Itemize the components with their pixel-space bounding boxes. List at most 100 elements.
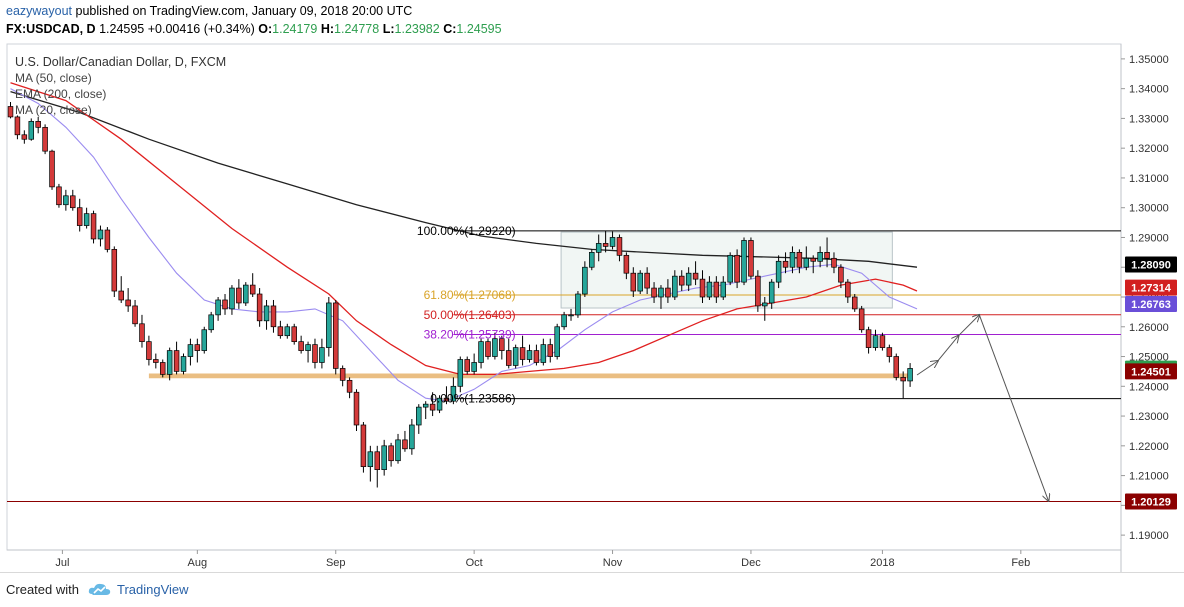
low-label: L: [382, 22, 395, 36]
plot-area [6, 43, 1122, 551]
candle-body [858, 308, 865, 331]
open-label: O: [258, 22, 273, 36]
price-change: +0.00416 (+0.34%) [147, 22, 255, 36]
fib-level-label: 0.00%(1.23586) [430, 392, 515, 406]
time-tick-label: Sep [326, 557, 346, 569]
close-value: 1.24595 [456, 22, 502, 36]
candle-body [644, 272, 650, 289]
candle-body [893, 356, 900, 378]
price-axis-badge [1125, 363, 1177, 380]
fib-level-label: 100.00%(1.29220) [417, 224, 516, 238]
candle-body [291, 326, 297, 342]
open-value: 1.24179 [272, 22, 318, 36]
price-axis-badge-label: 1.20129 [1131, 497, 1171, 509]
candle-body [139, 323, 145, 342]
symbol-label: FX:USDCAD, D [6, 22, 96, 36]
candle-body [457, 359, 464, 387]
candle-body [312, 344, 318, 363]
candle-body [346, 379, 353, 393]
projection-arrow [937, 336, 959, 362]
candle-body [35, 121, 41, 128]
ma-20-line [10, 82, 918, 376]
candle-body [146, 341, 152, 360]
candle-body [589, 252, 595, 268]
candle-body [824, 252, 830, 259]
publish-line: eazywayout published on TradingView.com,… [6, 4, 412, 18]
candle-body [42, 126, 48, 152]
low-value: 1.23982 [394, 22, 440, 36]
fib-level-label: 50.00%(1.26403) [424, 308, 516, 322]
candle-body [76, 207, 83, 226]
candle-body [637, 272, 643, 292]
published-text: published on TradingView.com, January 09… [75, 4, 413, 18]
candle-body [319, 347, 325, 363]
candle-body [97, 229, 104, 240]
candle-body [706, 281, 713, 298]
close-label: C: [443, 22, 457, 36]
candle-body [381, 445, 387, 470]
candle-body [692, 272, 699, 280]
candle-body [256, 293, 263, 322]
projection-arrow [916, 361, 938, 376]
candle-body [166, 350, 173, 375]
candle-body [416, 406, 422, 426]
candle-body [436, 397, 443, 411]
candle-body [49, 150, 55, 188]
candle-body [111, 249, 118, 292]
high-value: 1.24778 [334, 22, 380, 36]
candle-body [7, 106, 14, 118]
candle-body [339, 368, 346, 381]
candle-body [602, 243, 609, 247]
candle-body [672, 275, 678, 298]
price-tick-label: 1.31000 [1129, 173, 1169, 185]
candle-body [886, 347, 893, 357]
ma-50-line [10, 88, 918, 402]
candle-body [367, 451, 374, 468]
price-axis-badge [1125, 279, 1177, 296]
candle-body [429, 403, 436, 411]
price-tick-label: 1.34000 [1129, 84, 1169, 96]
price-tick-label: 1.21000 [1129, 471, 1169, 483]
candle-body [395, 439, 401, 462]
candle-body [471, 362, 477, 372]
candle-body [360, 424, 367, 468]
candle-body [665, 287, 671, 298]
candle-body [623, 254, 630, 274]
high-label: H: [320, 22, 335, 36]
price-axis-badge [1125, 296, 1177, 313]
tradingview-link[interactable]: TradingView [117, 582, 189, 597]
candle-body [243, 284, 249, 304]
candle-body [540, 344, 547, 363]
price-tick-label: 1.33000 [1129, 113, 1169, 125]
candle-body [201, 329, 208, 351]
candle-body [402, 439, 408, 450]
indicator-legend-item: MA (50, close) [15, 71, 92, 85]
candle-body [782, 260, 789, 268]
candle-body [125, 299, 131, 307]
candle-body [159, 362, 166, 375]
candle-body [229, 287, 235, 310]
candle-body [284, 326, 291, 337]
time-tick-label: Jul [55, 557, 69, 569]
candle-body [658, 287, 664, 298]
price-chart[interactable]: 1.35000 1.34000 1.33000 1.32000 1.31000 1.300… [0, 0, 1184, 572]
candle-body [845, 281, 851, 298]
candle-body [796, 252, 803, 268]
price-tick-label: 1.26000 [1129, 322, 1169, 334]
candle-body [561, 314, 567, 328]
candle-body [56, 186, 62, 206]
candle-body [464, 359, 470, 372]
candle-body [187, 344, 194, 357]
candle-body [450, 385, 457, 402]
time-tick-label: Oct [466, 557, 483, 569]
time-tick-label: 2018 [870, 557, 894, 569]
candle-body [741, 240, 747, 283]
last-price: 1.24595 [99, 22, 145, 36]
projection-arrow [958, 315, 980, 337]
chart-title: U.S. Dollar/Canadian Dollar, D, FXCM [15, 55, 226, 69]
author-link[interactable]: eazywayout [6, 4, 73, 18]
candle-body [879, 335, 886, 348]
candle-body [222, 299, 228, 310]
candle-body [803, 257, 810, 268]
candle-body [872, 335, 879, 348]
